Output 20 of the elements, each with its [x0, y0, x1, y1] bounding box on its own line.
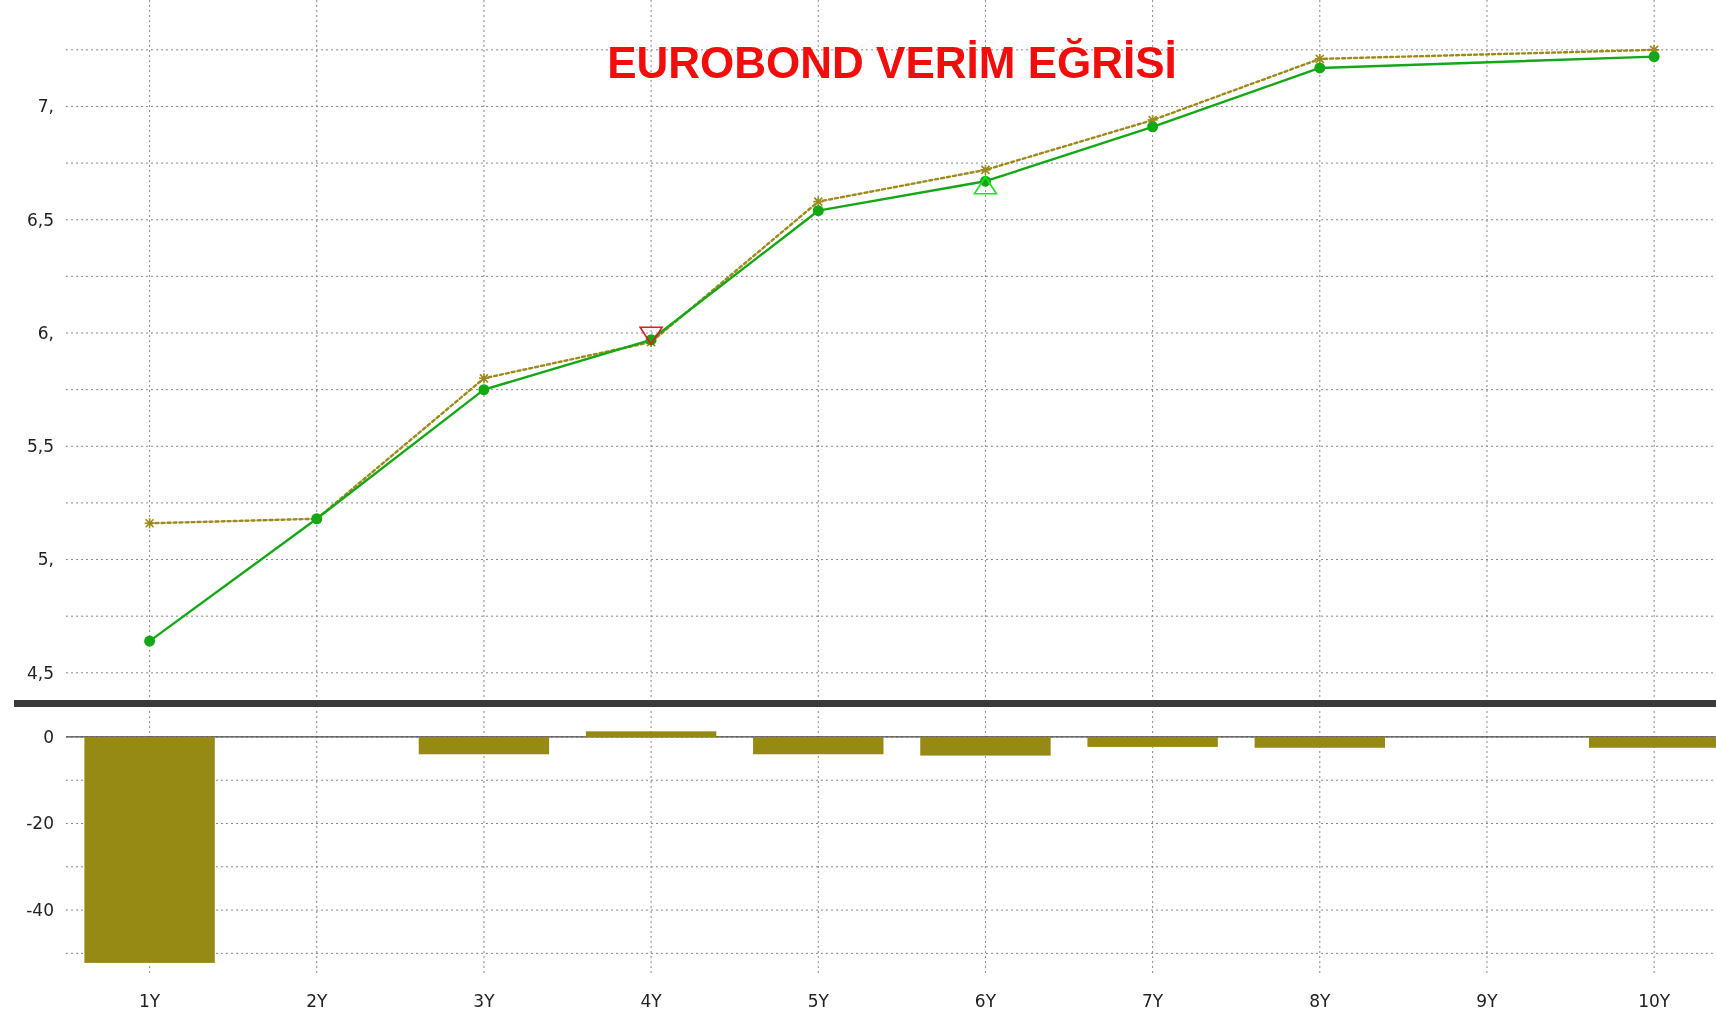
x-tick-label: 5Y [807, 991, 830, 1011]
y-tick-label: -40 [26, 900, 54, 921]
y-tick-label: 0 [43, 726, 54, 747]
x-tick-label: 6Y [974, 991, 997, 1011]
y-tick-label: -20 [26, 813, 54, 834]
x-tick-label: 4Y [640, 991, 663, 1011]
x-tick-label: 8Y [1309, 991, 1332, 1011]
y-tick-label: 5, [37, 549, 54, 570]
x-tick-label: 1Y [138, 991, 161, 1011]
y-tick-label: 7, [37, 96, 54, 117]
x-tick-label: 3Y [473, 991, 496, 1011]
x-tick-label: 7Y [1142, 991, 1164, 1011]
x-tick-label: 2Y [306, 991, 328, 1011]
x-tick-label: 10Y [1638, 991, 1671, 1011]
y-tick-label: 4,5 [26, 662, 54, 683]
text: EUROBOND VERİM EĞRİSİ [607, 38, 1177, 87]
x-tick-label: 9Y [1476, 991, 1499, 1011]
y-tick-label: 5,5 [26, 436, 54, 457]
y-tick-label: 6,5 [26, 209, 54, 230]
y-tick-label: 6, [37, 322, 54, 343]
